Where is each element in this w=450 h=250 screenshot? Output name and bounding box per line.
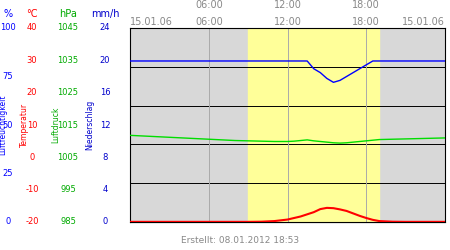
- Text: 1045: 1045: [58, 24, 78, 32]
- Text: 24: 24: [100, 24, 110, 32]
- Text: 1015: 1015: [58, 120, 78, 130]
- Text: 1025: 1025: [58, 88, 78, 97]
- Text: 12: 12: [100, 120, 110, 130]
- Text: 0: 0: [103, 218, 108, 226]
- Text: 995: 995: [60, 185, 76, 194]
- Text: °C: °C: [26, 9, 38, 19]
- Text: 25: 25: [3, 169, 13, 178]
- Text: 1035: 1035: [58, 56, 79, 65]
- Text: 12:00: 12:00: [274, 16, 302, 26]
- Text: Niederschlag: Niederschlag: [86, 100, 94, 150]
- Text: hPa: hPa: [59, 9, 77, 19]
- Text: 16: 16: [100, 88, 110, 97]
- Text: 75: 75: [3, 72, 14, 81]
- Text: 15.01.06: 15.01.06: [130, 16, 173, 26]
- Text: Temperatur: Temperatur: [19, 103, 28, 147]
- Text: Luftdruck: Luftdruck: [51, 107, 60, 143]
- Text: -20: -20: [25, 218, 39, 226]
- Text: 8: 8: [102, 153, 108, 162]
- Text: 100: 100: [0, 24, 16, 32]
- Text: 30: 30: [27, 56, 37, 65]
- Text: 0: 0: [29, 153, 35, 162]
- Text: 18:00: 18:00: [352, 16, 380, 26]
- Bar: [248, 28, 379, 222]
- Text: 0: 0: [5, 218, 11, 226]
- Text: 50: 50: [3, 120, 13, 130]
- Text: 06:00: 06:00: [195, 16, 223, 26]
- Text: 06:00: 06:00: [195, 0, 223, 10]
- Text: mm/h: mm/h: [91, 9, 119, 19]
- Text: 20: 20: [100, 56, 110, 65]
- Text: 10: 10: [27, 120, 37, 130]
- Text: %: %: [4, 9, 13, 19]
- Text: Luftfeuchtigkeit: Luftfeuchtigkeit: [0, 95, 8, 155]
- Text: 18:00: 18:00: [352, 0, 380, 10]
- Text: -10: -10: [25, 185, 39, 194]
- Text: Erstellt: 08.01.2012 18:53: Erstellt: 08.01.2012 18:53: [181, 236, 299, 245]
- Text: 20: 20: [27, 88, 37, 97]
- Text: 15.01.06: 15.01.06: [402, 16, 445, 26]
- Text: 985: 985: [60, 218, 76, 226]
- Text: 1005: 1005: [58, 153, 78, 162]
- Text: 4: 4: [103, 185, 108, 194]
- Text: 12:00: 12:00: [274, 0, 302, 10]
- Text: 40: 40: [27, 24, 37, 32]
